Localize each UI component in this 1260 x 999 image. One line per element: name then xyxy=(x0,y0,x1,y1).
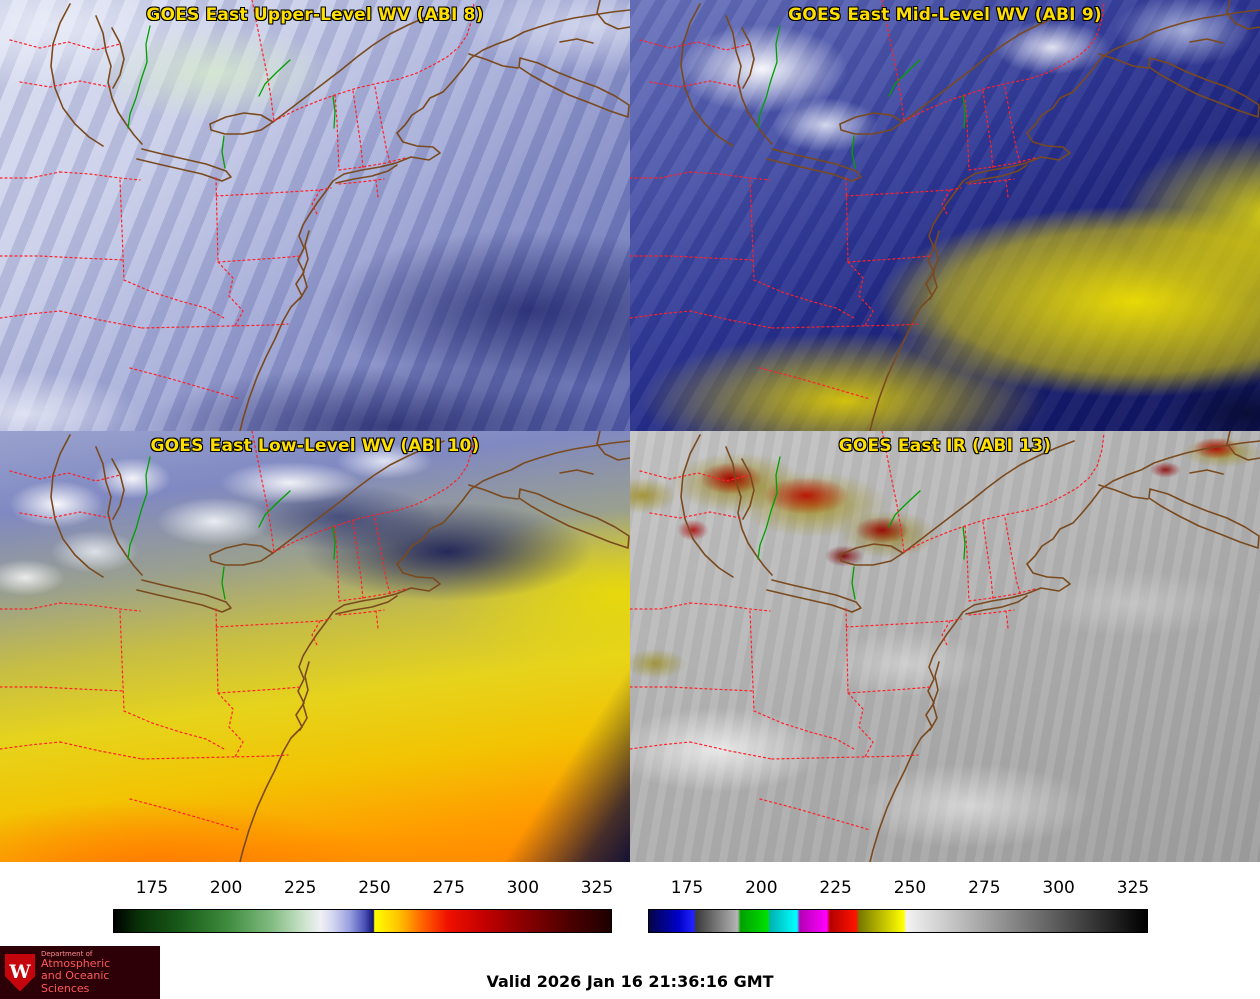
panel-title-mid-wv: GOES East Mid-Level WV (ABI 9) xyxy=(788,5,1102,25)
map-boundaries-overlay xyxy=(630,0,1260,431)
panel-ir: GOES East IR (ABI 13) xyxy=(630,431,1260,862)
colorbar-row: 175 200 225 250 275 300 325 175 200 225 … xyxy=(0,862,1260,946)
colorbar-tick: 250 xyxy=(358,878,391,898)
panel-title-ir: GOES East IR (ABI 13) xyxy=(838,436,1052,456)
wv-colorbar: 175 200 225 250 275 300 325 xyxy=(113,862,614,946)
colorbar-tick: 325 xyxy=(580,878,614,898)
wv-colorbar-gradient xyxy=(113,909,612,933)
colorbar-tick: 300 xyxy=(1042,878,1075,898)
logo-line-atmospheric: Atmospheric xyxy=(41,956,111,970)
map-boundaries-overlay xyxy=(0,0,630,431)
panel-mid-level-wv: GOES East Mid-Level WV (ABI 9) xyxy=(630,0,1260,431)
colorbar-tick: 200 xyxy=(209,878,243,898)
uw-monogram: W xyxy=(9,961,31,983)
colorbar-tick: 250 xyxy=(893,878,927,898)
colorbar-tick: 325 xyxy=(1116,878,1150,898)
map-boundaries-overlay xyxy=(630,431,1260,862)
panel-low-level-wv: GOES East Low-Level WV (ABI 10) xyxy=(0,431,630,862)
map-boundaries-overlay xyxy=(0,431,630,862)
colorbar-tick: 275 xyxy=(432,878,465,898)
uw-crest-icon: W xyxy=(5,953,35,992)
ir-colorbar: 175 200 225 250 275 300 325 xyxy=(648,862,1150,946)
colorbar-tick: 225 xyxy=(284,878,317,898)
ir-colorbar-ticks: 175 200 225 250 275 300 325 xyxy=(648,878,1150,900)
colorbar-tick: 200 xyxy=(745,878,778,898)
valid-timestamp: Valid 2026 Jan 16 21:36:16 GMT xyxy=(486,972,774,991)
ir-colorbar-gradient xyxy=(648,909,1148,933)
panel-upper-level-wv: GOES East Upper-Level WV (ABI 8) xyxy=(0,0,630,431)
logo-text: Department of Atmospheric and Oceanic Sc… xyxy=(41,950,160,996)
panel-title-upper-wv: GOES East Upper-Level WV (ABI 8) xyxy=(146,5,484,25)
wv-colorbar-ticks: 175 200 225 250 275 300 325 xyxy=(113,878,614,900)
footer: W Department of Atmospheric and Oceanic … xyxy=(0,946,1260,999)
logo-line-oceanic: and Oceanic Sciences xyxy=(41,969,110,995)
logo-department-of: Department of xyxy=(41,949,93,958)
colorbar-tick: 300 xyxy=(506,878,540,898)
colorbar-tick: 175 xyxy=(670,878,704,898)
colorbar-tick: 225 xyxy=(819,878,852,898)
uw-aos-logo: W Department of Atmospheric and Oceanic … xyxy=(0,946,160,999)
colorbar-tick: 175 xyxy=(135,878,169,898)
colorbar-tick: 275 xyxy=(968,878,1001,898)
panel-title-low-wv: GOES East Low-Level WV (ABI 10) xyxy=(150,436,480,456)
satellite-panel-grid: GOES East Upper-Level WV (ABI 8) GOES Ea… xyxy=(0,0,1260,862)
